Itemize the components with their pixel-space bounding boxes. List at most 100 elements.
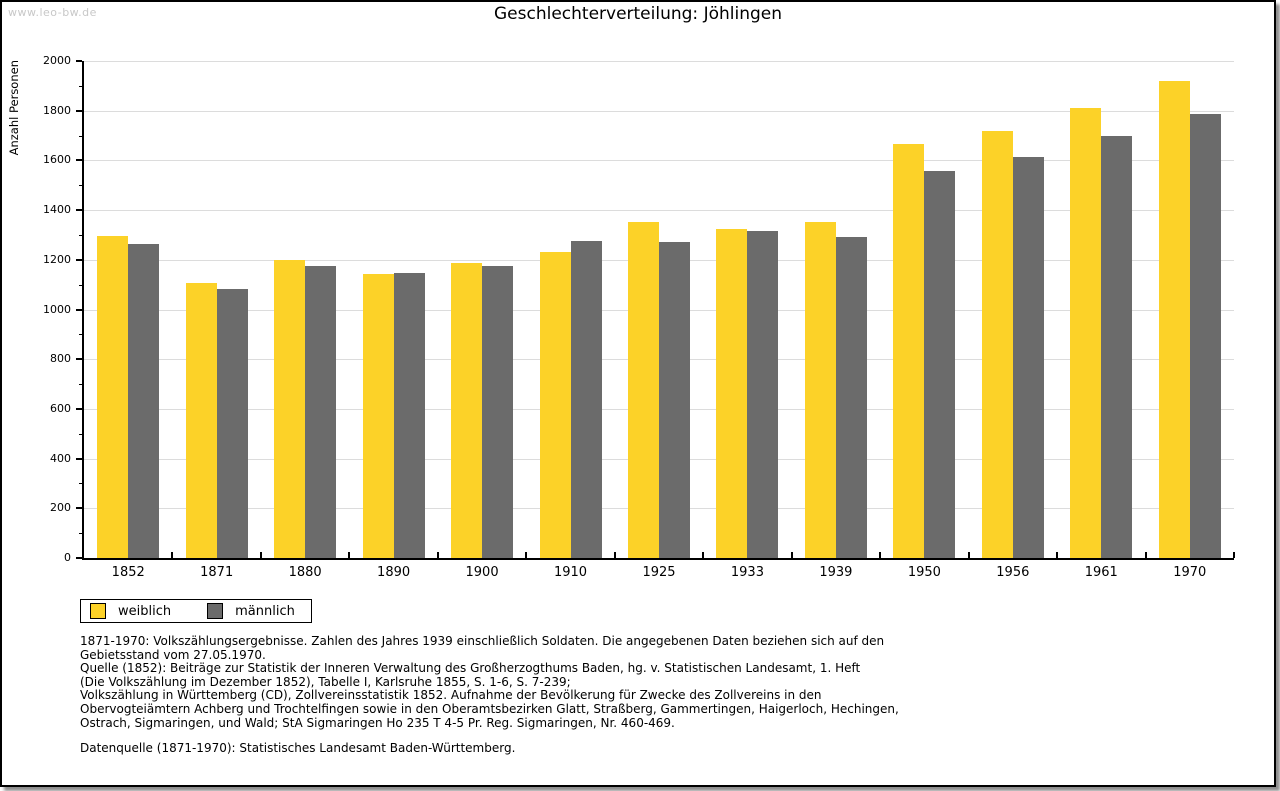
bar-männlich-1900 [482,265,514,558]
x-axis-label-1961: 1961 [1084,565,1118,580]
bar-männlich-1950 [924,170,956,558]
gridline-1800 [84,110,1234,112]
x-axis-label-1900: 1900 [465,565,499,580]
y-axis-minor-tick [79,234,82,236]
bar-group-1880 [261,61,349,558]
y-axis-label-0: 0 [64,551,71,564]
y-axis-label-800: 800 [50,352,71,366]
bar-weiblich-1939 [804,222,836,558]
y-axis-label-200: 200 [50,501,71,515]
y-axis-minor-tick [79,334,82,336]
gridline-1400 [84,210,1234,212]
bar-männlich-1890 [393,273,425,558]
footnote-line: Gebietsstand vom 27.05.1970. [80,647,266,662]
legend-item-männlich: männlich [207,603,295,619]
bar-group-1852 [84,61,172,558]
x-axis-tick [967,552,970,558]
gridline-2000 [84,61,1234,62]
footnote-line: (Die Volkszählung im Dezember 1852), Tab… [80,674,571,689]
bar-group-1910 [526,61,614,558]
legend-item-weiblich: weiblich [90,603,171,619]
bar-weiblich-1852 [97,236,129,558]
bar-männlich-1852 [128,243,160,558]
bar-weiblich-1890 [362,274,394,558]
y-axis-major-tick [76,407,82,410]
y-axis-major-tick [76,258,82,261]
y-axis-major-tick [76,557,82,559]
y-axis: 0 200 400 600 800 1000 1200 1400 1600 1800 2000 [2,54,82,564]
y-axis-label-2000: 2000 [43,54,71,67]
bar-weiblich-1900 [451,262,483,558]
y-axis-major-tick [76,308,82,311]
watermark: www.leo-bw.de [8,6,97,19]
y-axis-major-tick [76,507,82,510]
legend: weiblich männlich [80,599,312,623]
x-axis-tick [702,552,705,558]
bar-weiblich-1961 [1070,108,1102,558]
bar-group-1956 [969,61,1057,558]
bar-männlich-1970 [1189,114,1221,558]
x-axis-tick [525,552,528,558]
chart-title: Geschlechterverteilung: Jöhlingen [493,4,782,24]
legend-swatch-männlich [207,603,224,619]
x-axis-label-1970: 1970 [1173,565,1207,580]
y-axis-major-tick [76,109,82,112]
x-axis-label-1933: 1933 [730,565,764,580]
y-axis-major-tick [76,358,82,361]
gridline-1600 [84,160,1234,162]
x-axis-tick [879,552,882,558]
x-axis-tick [259,552,262,558]
footnote-line: Obervogteiämtern Achberg und Trochtelfin… [80,701,899,716]
y-axis-label-1400: 1400 [43,203,71,217]
y-axis-label-1800: 1800 [43,103,71,117]
x-axis-tick [1233,552,1235,558]
y-axis-minor-tick [79,533,82,535]
footnotes: 1871-1970: Volkszählungsergebnisse. Zahl… [80,634,899,730]
legend-swatch-weiblich [90,603,106,619]
x-axis-label-1871: 1871 [200,565,234,580]
bar-männlich-1956 [1012,157,1044,558]
legend-label-männlich: männlich [235,603,295,619]
bar-männlich-1939 [835,236,867,558]
y-axis-minor-tick [79,483,82,485]
y-axis-label-1200: 1200 [43,252,71,266]
x-axis-label-1890: 1890 [377,565,411,580]
y-axis-label-400: 400 [50,451,71,465]
x-axis-label-1939: 1939 [819,565,853,580]
bar-männlich-1910 [570,240,602,558]
x-axis-labels: 1852 1871 1880 1890 1900 1910 1925 1933 1939 1950… [84,565,1234,583]
bar-männlich-1925 [658,241,690,558]
plot-area [82,61,1235,560]
y-axis-minor-tick [79,185,82,187]
bar-weiblich-1970 [1158,81,1190,558]
bar-group-1871 [172,61,260,558]
bar-männlich-1961 [1101,135,1133,558]
x-axis-tick [1144,552,1147,558]
bar-weiblich-1925 [627,222,659,558]
y-axis-minor-tick [79,433,82,435]
bar-group-1961 [1057,61,1145,558]
x-axis-tick [613,552,616,558]
x-axis-label-1956: 1956 [996,565,1030,580]
footnote-line: Quelle (1852): Beiträge zur Statistik de… [80,661,861,676]
bar-group-1933 [703,61,791,558]
y-axis-major-tick [76,209,82,212]
x-axis-label-1910: 1910 [553,565,588,580]
x-axis-label-1925: 1925 [642,565,676,580]
footnote-line: 1871-1970: Volkszählungsergebnisse. Zahl… [80,634,885,648]
x-axis-tick [1056,552,1059,558]
y-axis-minor-tick [79,135,82,137]
footnote-line: Ostrach, Sigmaringen, und Wald; StA Sigm… [80,715,675,730]
bar-group-1925 [615,61,703,558]
y-axis-minor-tick [79,384,82,386]
bar-weiblich-1950 [893,144,925,558]
bar-männlich-1871 [216,288,248,558]
x-axis-tick [436,552,439,558]
footnote-line: Volkszählung in Württemberg (CD), Zollve… [80,688,822,703]
bar-group-1939 [792,61,880,558]
bar-group-1970 [1146,61,1234,558]
bar-männlich-1933 [747,231,779,558]
x-axis-tick [171,552,174,558]
bar-weiblich-1933 [716,228,748,558]
bar-group-1900 [438,61,526,558]
